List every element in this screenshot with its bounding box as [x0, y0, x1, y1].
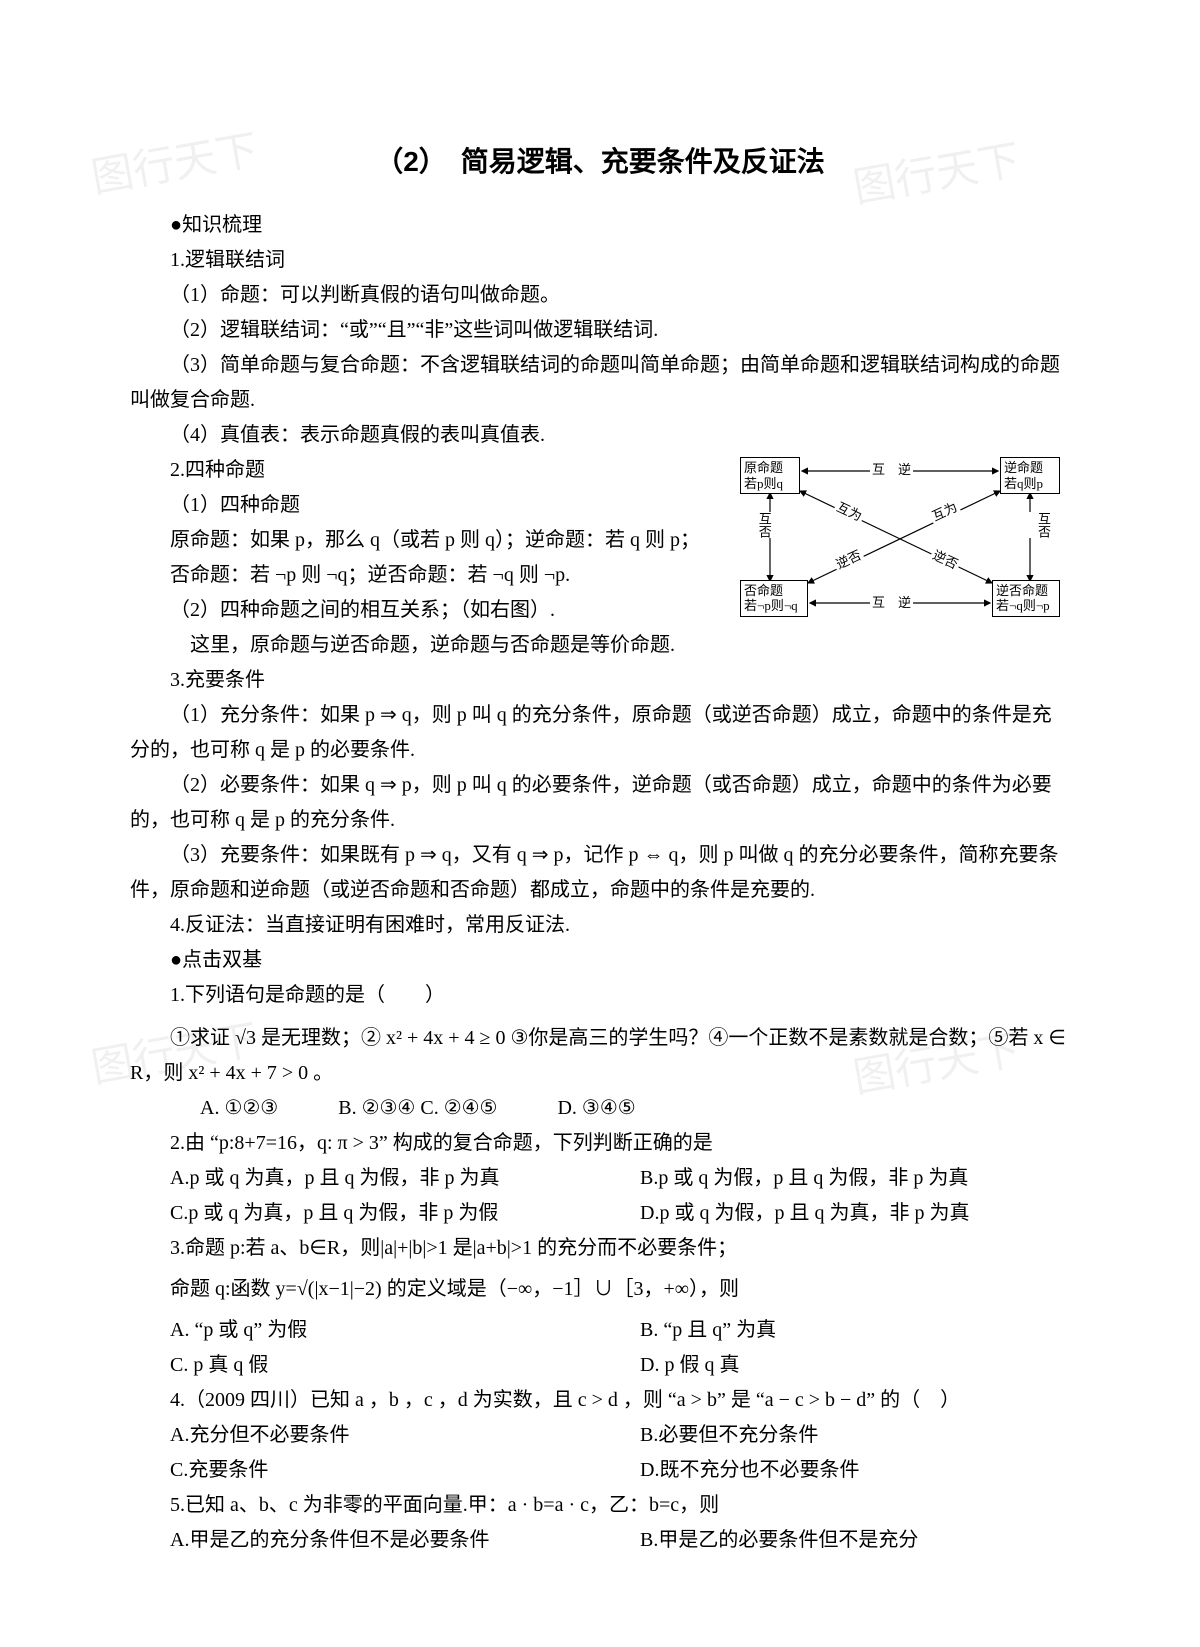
option: B.甲是乙的必要条件但不是充分	[600, 1523, 1070, 1558]
node-line: 若q则p	[1004, 476, 1056, 492]
para: 这里，原命题与逆否命题，逆命题与否命题是等价命题.	[130, 628, 728, 663]
node-line: 若¬p则¬q	[744, 598, 804, 614]
options-row: A.p 或 q 为真，p 且 q 为假，非 p 为真 B.p 或 q 为假，p …	[130, 1161, 1070, 1196]
section-head: ●点击双基	[130, 943, 1070, 978]
node-line: 逆命题	[1004, 460, 1056, 476]
edge-label: 互为	[831, 496, 868, 529]
para: （1）命题：可以判断真假的语句叫做命题。	[130, 278, 1070, 313]
option: A.甲是乙的充分条件但不是必要条件	[130, 1523, 600, 1558]
edge-label: 互为	[927, 496, 964, 529]
question: 3.命题 p:若 a、b∈R，则|a|+|b|>1 是|a+b|>1 的充分而不…	[130, 1231, 1070, 1266]
diagram-column: 原命题 若p则q 逆命题 若q则p 否命题 若¬p则¬q 逆否命题 若¬q则¬p	[740, 453, 1070, 663]
edge-label: 互 逆	[870, 592, 913, 615]
edge-label: 互 逆	[870, 459, 913, 482]
page: 图行天下 图行天下 图行天下 图行天下 （2） 简易逻辑、充要条件及反证法 ●知…	[0, 0, 1200, 1647]
edge-label: 逆否	[831, 544, 868, 577]
heading: 2.四种命题	[130, 453, 728, 488]
diagram-node-converse: 逆命题 若q则p	[1000, 457, 1060, 494]
para: （3）充要条件：如果既有 p ⇒ q，又有 q ⇒ p，记作 p ⇔ q，则 p…	[130, 838, 1070, 908]
options-row: A. “p 或 q” 为假 B. “p 且 q” 为真	[130, 1313, 1070, 1348]
options-row: C. p 真 q 假 D. p 假 q 真	[130, 1348, 1070, 1383]
para: 否命题：若 ¬p 则 ¬q；逆否命题：若 ¬q 则 ¬p.	[130, 558, 728, 593]
para: （2）逻辑联结词：“或”“且”“非”这些词叫做逻辑联结词.	[130, 313, 1070, 348]
question-stem: 命题 q:函数 y=√(|x−1|−2) 的定义域是（−∞，−1］∪［3，+∞）…	[130, 1272, 1070, 1307]
option: D.既不充分也不必要条件	[600, 1453, 1070, 1488]
options-row: C.p 或 q 为真，p 且 q 为假，非 p 为假 D.p 或 q 为假，p …	[130, 1196, 1070, 1231]
node-line: 若¬q则¬p	[996, 598, 1056, 614]
para: （4）真值表：表示命题真假的表叫真值表.	[130, 418, 1070, 453]
question: 1.下列语句是命题的是（ ）	[130, 978, 1070, 1013]
node-line: 若p则q	[744, 476, 796, 492]
heading: 4.反证法：当直接证明有困难时，常用反证法.	[130, 908, 1070, 943]
diagram-node-original: 原命题 若p则q	[740, 457, 800, 494]
option: A.充分但不必要条件	[130, 1418, 600, 1453]
four-propositions-diagram: 原命题 若p则q 逆命题 若q则p 否命题 若¬p则¬q 逆否命题 若¬q则¬p	[740, 457, 1060, 617]
body: ●知识梳理 1.逻辑联结词 （1）命题：可以判断真假的语句叫做命题。 （2）逻辑…	[130, 208, 1070, 1558]
para: （1）四种命题	[130, 488, 728, 523]
para: （3）简单命题与复合命题：不含逻辑联结词的命题叫简单命题；由简单命题和逻辑联结词…	[130, 348, 1070, 418]
option: A.p 或 q 为真，p 且 q 为假，非 p 为真	[130, 1161, 600, 1196]
option: B.p 或 q 为假，p 且 q 为假，非 p 为真	[600, 1161, 1070, 1196]
option: D. p 假 q 真	[600, 1348, 1070, 1383]
options-row: A.充分但不必要条件 B.必要但不充分条件	[130, 1418, 1070, 1453]
options: A. ①②③ B. ②③④ C. ②④⑤ D. ③④⑤	[200, 1091, 1070, 1126]
options-row: A.甲是乙的充分条件但不是必要条件 B.甲是乙的必要条件但不是充分	[130, 1523, 1070, 1558]
para: （2）必要条件：如果 q ⇒ p，则 p 叫 q 的必要条件，逆命题（或否命题）…	[130, 768, 1070, 838]
doc-title: （2） 简易逻辑、充要条件及反证法	[130, 140, 1070, 180]
para: 原命题：如果 p，那么 q（或若 p 则 q）；逆命题：若 q 则 p；	[130, 523, 728, 558]
question: 5.已知 a、b、c 为非零的平面向量.甲：a · b=a · c，乙：b=c，…	[130, 1488, 1070, 1523]
spacer	[130, 1013, 1070, 1021]
option: A. “p 或 q” 为假	[130, 1313, 600, 1348]
option: C. p 真 q 假	[130, 1348, 600, 1383]
option: D.p 或 q 为假，p 且 q 为真，非 p 为真	[600, 1196, 1070, 1231]
node-line: 否命题	[744, 583, 804, 599]
section-head: ●知识梳理	[130, 208, 1070, 243]
edge-label: 互否	[750, 512, 777, 538]
heading: 3.充要条件	[130, 663, 1070, 698]
diagram-node-contrapositive: 逆否命题 若¬q则¬p	[992, 580, 1060, 617]
node-line: 原命题	[744, 460, 796, 476]
edge-label: 互否	[1029, 512, 1056, 538]
option: B. “p 且 q” 为真	[600, 1313, 1070, 1348]
diagram-node-inverse: 否命题 若¬p则¬q	[740, 580, 808, 617]
node-line: 逆否命题	[996, 583, 1056, 599]
option: C.p 或 q 为真，p 且 q 为假，非 p 为假	[130, 1196, 600, 1231]
option: B.必要但不充分条件	[600, 1418, 1070, 1453]
row-with-diagram: 2.四种命题 （1）四种命题 原命题：如果 p，那么 q（或若 p 则 q）；逆…	[130, 453, 1070, 663]
question: 4.（2009 四川）已知 a ，b ，c ，d 为实数，且 c > d ，则 …	[130, 1383, 1070, 1418]
option: C.充要条件	[130, 1453, 600, 1488]
para: （2）四种命题之间的相互关系；（如右图）.	[130, 593, 728, 628]
options-row: C.充要条件 D.既不充分也不必要条件	[130, 1453, 1070, 1488]
edge-label: 逆否	[927, 544, 964, 577]
question: 2.由 “p:8+7=16，q: π > 3” 构成的复合命题，下列判断正确的是	[130, 1126, 1070, 1161]
para: （1）充分条件：如果 p ⇒ q，则 p 叫 q 的充分条件，原命题（或逆否命题…	[130, 698, 1070, 768]
heading: 1.逻辑联结词	[130, 243, 1070, 278]
text-column: 2.四种命题 （1）四种命题 原命题：如果 p，那么 q（或若 p 则 q）；逆…	[130, 453, 740, 663]
question-stem: ①求证 √3 是无理数；② x² + 4x + 4 ≥ 0 ③你是高三的学生吗？…	[130, 1021, 1070, 1091]
